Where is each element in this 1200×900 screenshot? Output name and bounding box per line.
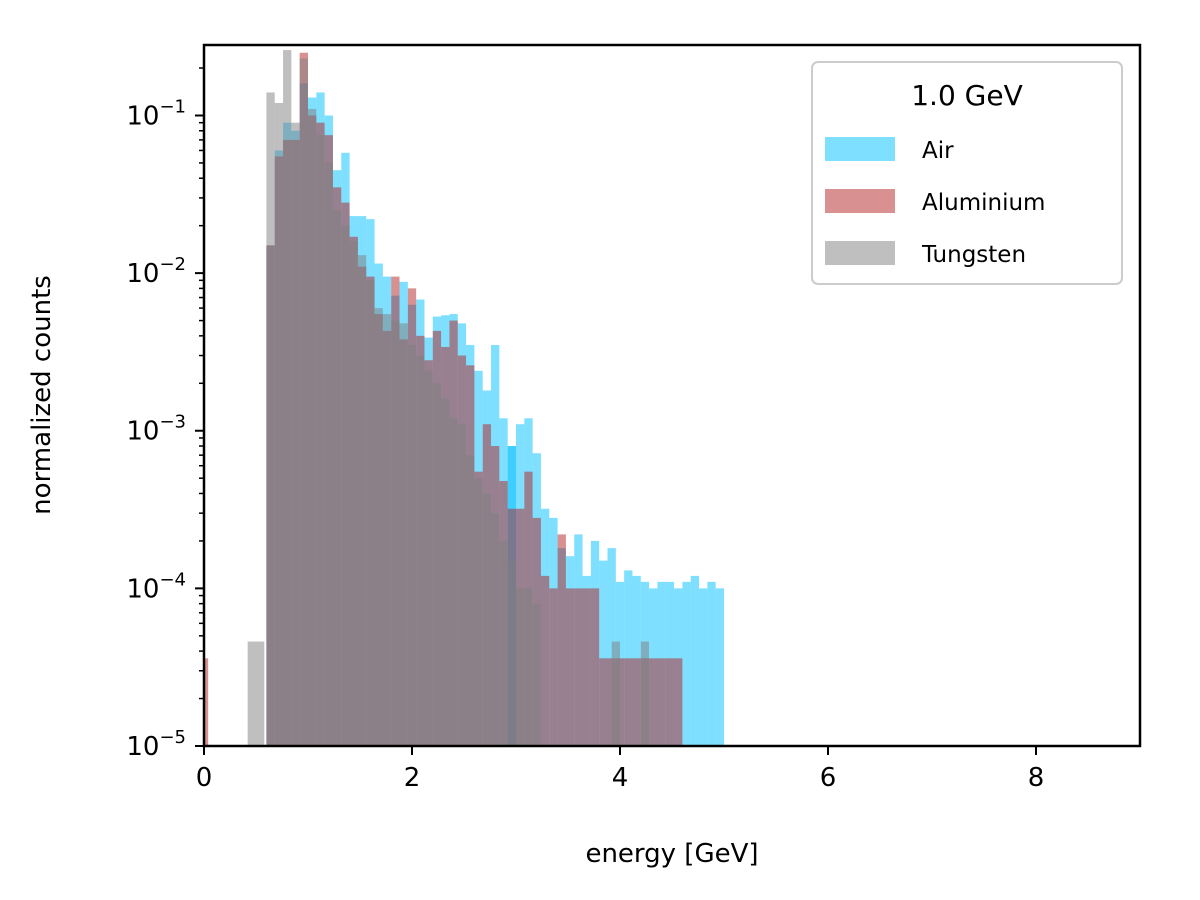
histogram-bar: [291, 122, 300, 747]
histogram-bar: [266, 92, 275, 746]
histogram-bar: [256, 641, 265, 746]
y-tick-label: 10−5: [126, 727, 186, 762]
x-tick-label: 0: [196, 763, 213, 793]
histogram-bar: [491, 513, 500, 746]
histogram-bar: [624, 658, 633, 746]
histogram-bar: [204, 658, 209, 746]
histogram-bar: [499, 540, 508, 746]
x-tick-label: 2: [404, 763, 421, 793]
histogram-bar: [532, 603, 541, 746]
histogram-bar: [715, 588, 724, 746]
x-tick-label: 6: [820, 763, 837, 793]
histogram-bar: [432, 383, 442, 746]
axes-layer: 0 2 4 6 8 10−5 10−4 10−3 10−2 10−1: [126, 67, 1045, 793]
legend-label-air: Air: [922, 138, 954, 164]
histogram-bar: [657, 658, 666, 746]
histogram-bar: [540, 575, 550, 746]
histogram-bar: [441, 398, 450, 746]
histogram-bar: [424, 370, 433, 746]
histogram-bar: [690, 575, 700, 746]
histogram-bar: [274, 103, 284, 746]
histogram-bar: [516, 588, 525, 746]
histogram-bar: [699, 588, 708, 746]
histogram-bar: [341, 225, 350, 747]
histogram-bar: [682, 581, 691, 746]
y-axis-label: normalized counts: [27, 275, 57, 515]
histogram-bar: [557, 534, 566, 746]
histogram-bar: [247, 641, 256, 746]
histogram-bar: [707, 581, 716, 746]
histogram-bar: [624, 570, 633, 746]
histogram-bar: [316, 135, 325, 747]
legend-title: 1.0 GeV: [911, 79, 1023, 112]
histogram-bar: [649, 658, 658, 746]
histogram-bar: [357, 255, 367, 747]
legend-items: Air Aluminium Tungsten: [825, 137, 1045, 268]
histogram-bar: [366, 280, 375, 746]
histogram-bar: [324, 162, 333, 747]
legend-swatch-tungsten: [825, 241, 895, 265]
bars-layer: [204, 50, 724, 747]
histogram-bar: [374, 308, 383, 746]
plot-frame: [202, 43, 1142, 748]
histogram-bar: [449, 418, 458, 746]
histogram-bar: [299, 58, 308, 747]
histogram-bar: [507, 560, 516, 746]
histogram-bar: [599, 658, 608, 746]
histogram-bar: [283, 50, 292, 746]
y-tick-label: 10−1: [126, 96, 186, 131]
histogram-bar: [674, 658, 683, 746]
histogram-bar: [611, 641, 620, 746]
histogram-bar: [640, 641, 650, 746]
legend-frame: [811, 61, 1123, 285]
histogram-bar: [457, 424, 467, 746]
histogram-bar: [565, 588, 575, 746]
histogram-bar: [332, 210, 342, 746]
histogram-bar: [399, 323, 408, 746]
histogram-bar: [308, 108, 317, 747]
legend-label-aluminium: Aluminium: [922, 190, 1045, 216]
histogram-bar: [382, 314, 392, 746]
series-tungsten: [247, 50, 650, 747]
y-tick-label: 10−3: [126, 412, 186, 447]
legend: 1.0 GeV Air Aluminium Tungsten: [811, 61, 1123, 285]
x-tick-label: 4: [612, 763, 629, 793]
histogram-bar: [474, 478, 483, 746]
histogram-bar: [416, 355, 425, 746]
histogram-bar: [632, 658, 641, 746]
histogram-bar: [391, 320, 400, 746]
legend-swatch-aluminium: [825, 189, 895, 213]
histogram-bar: [349, 240, 358, 746]
histogram-bar: [524, 588, 533, 746]
histogram-bar: [407, 344, 417, 746]
legend-label-tungsten: Tungsten: [921, 242, 1026, 268]
histogram-bar: [574, 588, 583, 746]
histogram-bar: [482, 493, 492, 746]
x-tick-label: 8: [1028, 763, 1045, 793]
histogram-bar: [549, 588, 558, 746]
histogram-bar: [590, 588, 600, 746]
y-tick-label: 10−4: [126, 569, 186, 604]
x-axis-label: energy [GeV]: [585, 839, 758, 869]
legend-swatch-air: [825, 137, 895, 161]
histogram-bar: [466, 455, 475, 746]
histogram-bar: [665, 658, 675, 746]
histogram-bar: [582, 588, 591, 746]
y-tick-label: 10−2: [126, 254, 186, 289]
histogram-bar: [599, 560, 608, 746]
